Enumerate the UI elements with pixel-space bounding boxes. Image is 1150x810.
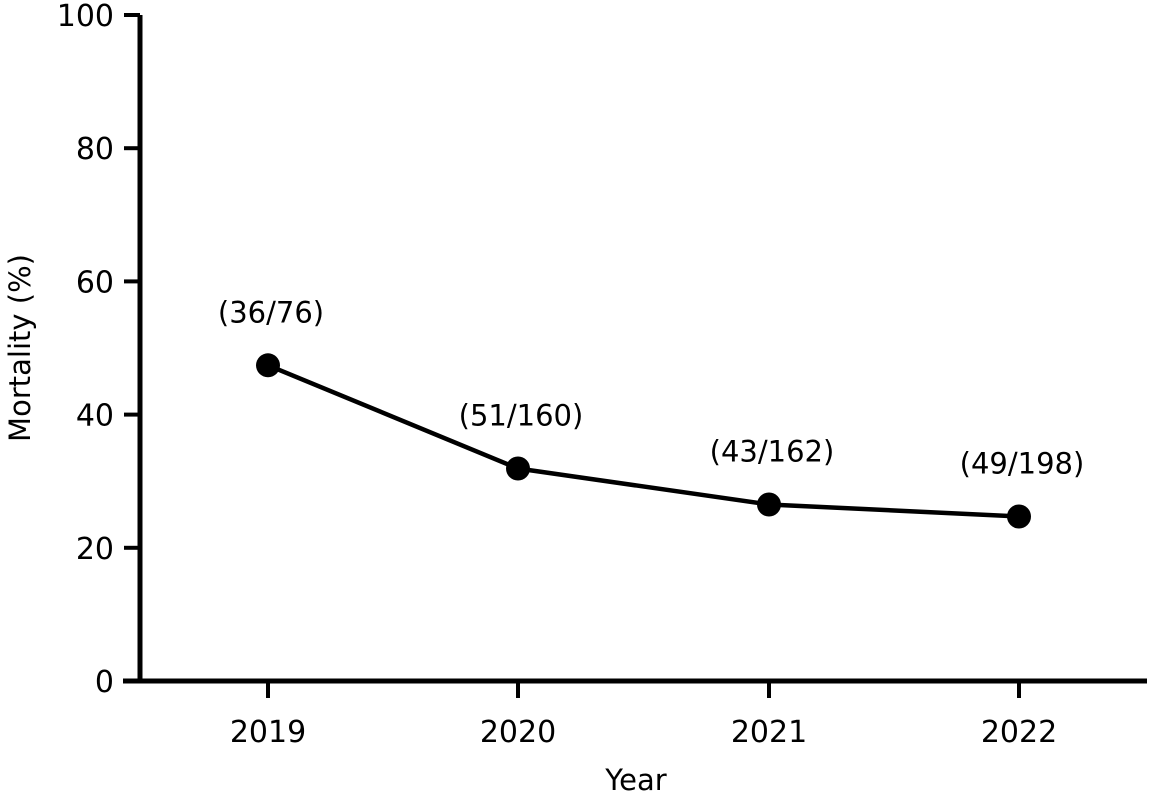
y-tick-label: 40 — [76, 399, 114, 434]
y-tick-label: 100 — [57, 0, 114, 34]
x-tick-label: 2022 — [981, 715, 1057, 750]
data-point-marker — [506, 456, 530, 481]
y-tick-label: 0 — [95, 665, 114, 700]
x-axis-title: Year — [604, 763, 666, 797]
series-line — [267, 363, 1020, 519]
data-label: (49/198) — [960, 447, 1085, 481]
y-tick-label: 80 — [76, 132, 114, 167]
data-label: (36/76) — [218, 295, 324, 329]
data-point-marker — [757, 492, 781, 517]
data-point-marker — [256, 353, 280, 378]
data-label: (51/160) — [459, 399, 584, 433]
data-label: (43/162) — [710, 435, 835, 469]
x-tick-label: 2020 — [480, 715, 556, 750]
x-tick-label: 2019 — [230, 715, 306, 750]
y-tick-label: 20 — [76, 532, 114, 567]
y-axis-title: Mortality (%) — [3, 254, 37, 442]
series-plot — [256, 353, 1031, 529]
data-point-marker — [1007, 504, 1031, 529]
x-axis: 2019 2020 2021 2022 — [123, 678, 1147, 750]
data-labels: (36/76) (51/160) (43/162) (49/198) — [218, 295, 1084, 480]
x-tick-label: 2021 — [731, 715, 807, 750]
y-tick-label: 60 — [76, 265, 114, 300]
y-axis: 0 20 40 60 80 100 — [57, 0, 143, 700]
